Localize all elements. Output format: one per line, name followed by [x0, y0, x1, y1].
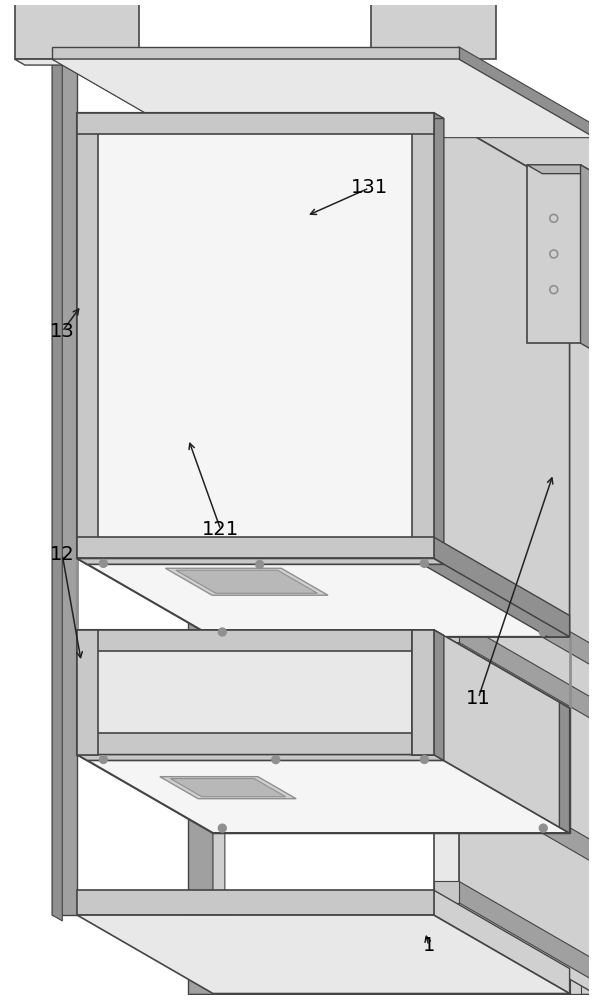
- Polygon shape: [77, 630, 434, 755]
- Polygon shape: [434, 630, 444, 760]
- Polygon shape: [77, 113, 434, 558]
- Polygon shape: [434, 537, 570, 637]
- Polygon shape: [52, 47, 459, 59]
- Circle shape: [272, 756, 280, 764]
- Polygon shape: [188, 138, 213, 994]
- Polygon shape: [329, 66, 464, 72]
- Polygon shape: [527, 165, 581, 343]
- Circle shape: [539, 824, 547, 832]
- Polygon shape: [77, 630, 444, 636]
- Polygon shape: [434, 59, 459, 915]
- Polygon shape: [52, 47, 188, 138]
- Polygon shape: [412, 630, 434, 755]
- Polygon shape: [77, 630, 434, 651]
- Text: 1: 1: [423, 936, 435, 955]
- Circle shape: [420, 559, 429, 567]
- Polygon shape: [52, 59, 77, 915]
- Polygon shape: [434, 113, 444, 564]
- Polygon shape: [213, 708, 570, 833]
- Polygon shape: [77, 558, 570, 637]
- Polygon shape: [77, 755, 570, 833]
- Polygon shape: [581, 165, 592, 352]
- Polygon shape: [52, 59, 62, 921]
- Polygon shape: [77, 113, 570, 191]
- Text: 12: 12: [50, 545, 75, 564]
- Polygon shape: [434, 881, 459, 903]
- Polygon shape: [77, 113, 87, 564]
- Polygon shape: [160, 777, 296, 799]
- Circle shape: [218, 628, 226, 636]
- Polygon shape: [371, 0, 496, 59]
- Polygon shape: [77, 630, 570, 708]
- Polygon shape: [434, 567, 459, 589]
- Circle shape: [218, 824, 226, 832]
- Polygon shape: [77, 630, 213, 833]
- Polygon shape: [459, 59, 592, 994]
- Polygon shape: [434, 630, 444, 760]
- Polygon shape: [77, 537, 434, 558]
- Polygon shape: [329, 66, 453, 138]
- Polygon shape: [77, 113, 213, 637]
- Polygon shape: [527, 165, 592, 174]
- Circle shape: [539, 628, 547, 636]
- Polygon shape: [434, 630, 570, 833]
- Polygon shape: [459, 567, 592, 667]
- Polygon shape: [165, 568, 328, 595]
- Text: 121: 121: [202, 520, 239, 539]
- Polygon shape: [213, 138, 225, 1000]
- Text: 131: 131: [350, 178, 388, 197]
- Polygon shape: [77, 630, 98, 755]
- Text: 13: 13: [50, 322, 75, 341]
- Polygon shape: [77, 558, 444, 564]
- Polygon shape: [459, 881, 592, 981]
- Circle shape: [99, 559, 107, 567]
- Polygon shape: [459, 621, 592, 721]
- Polygon shape: [77, 890, 434, 915]
- Polygon shape: [77, 755, 444, 760]
- Polygon shape: [77, 113, 434, 134]
- Polygon shape: [412, 113, 434, 558]
- Polygon shape: [213, 191, 570, 637]
- Polygon shape: [77, 113, 444, 119]
- Polygon shape: [170, 779, 285, 797]
- Polygon shape: [570, 138, 581, 1000]
- Polygon shape: [213, 969, 570, 994]
- Polygon shape: [412, 630, 434, 755]
- Circle shape: [420, 756, 429, 763]
- Text: 11: 11: [466, 689, 491, 708]
- Polygon shape: [434, 621, 459, 642]
- Polygon shape: [434, 890, 570, 994]
- Polygon shape: [77, 733, 434, 755]
- Polygon shape: [15, 0, 140, 59]
- Polygon shape: [559, 702, 570, 833]
- Polygon shape: [176, 570, 317, 593]
- Circle shape: [99, 756, 107, 763]
- Circle shape: [256, 561, 263, 568]
- Polygon shape: [77, 915, 570, 994]
- Polygon shape: [412, 558, 570, 637]
- Polygon shape: [434, 113, 570, 637]
- Polygon shape: [570, 138, 592, 994]
- Polygon shape: [52, 59, 469, 65]
- Polygon shape: [434, 764, 459, 785]
- Polygon shape: [15, 59, 150, 65]
- Polygon shape: [459, 764, 592, 863]
- Polygon shape: [434, 630, 570, 833]
- Polygon shape: [77, 630, 87, 760]
- Polygon shape: [459, 47, 592, 138]
- Polygon shape: [77, 113, 98, 558]
- Polygon shape: [52, 59, 592, 138]
